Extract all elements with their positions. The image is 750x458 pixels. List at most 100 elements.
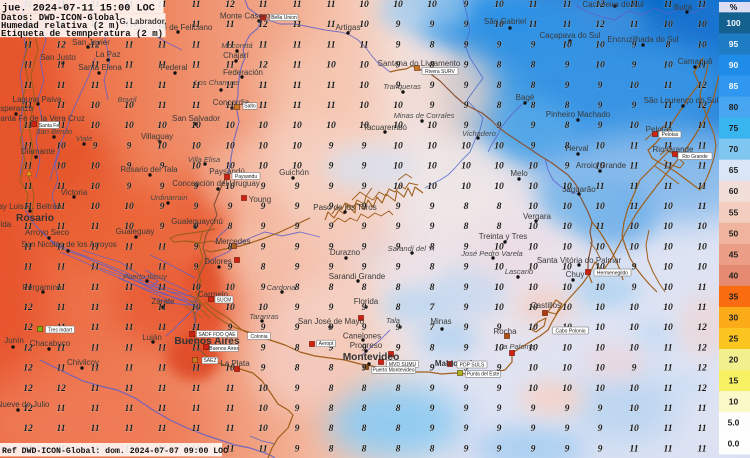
svg-text:Gualeguay: Gualeguay (116, 227, 155, 236)
svg-text:10: 10 (90, 161, 100, 172)
svg-text:11: 11 (191, 363, 200, 374)
svg-text:10: 10 (663, 262, 673, 273)
svg-text:9: 9 (362, 181, 367, 192)
svg-text:Guichón: Guichón (279, 168, 309, 177)
svg-text:9: 9 (295, 383, 300, 394)
svg-text:Melo: Melo (510, 169, 528, 178)
svg-text:11: 11 (56, 181, 65, 192)
svg-text:45: 45 (729, 249, 739, 259)
svg-text:Colonia: Colonia (251, 334, 268, 340)
svg-text:11: 11 (663, 80, 672, 91)
svg-text:9: 9 (362, 161, 367, 172)
svg-text:5.0: 5.0 (728, 418, 740, 428)
svg-text:11: 11 (124, 282, 133, 293)
svg-text:10: 10 (663, 302, 673, 313)
svg-text:11: 11 (663, 443, 672, 454)
svg-text:8: 8 (666, 39, 671, 50)
svg-text:11: 11 (23, 181, 32, 192)
svg-text:10: 10 (427, 120, 437, 131)
svg-text:10: 10 (528, 241, 538, 252)
svg-text:10: 10 (225, 363, 235, 374)
svg-text:Minas de Corrales: Minas de Corrales (394, 111, 455, 120)
svg-text:11: 11 (562, 19, 571, 30)
svg-text:11: 11 (90, 241, 99, 252)
svg-text:10: 10 (528, 342, 538, 353)
svg-text:9: 9 (396, 60, 401, 71)
svg-text:Salto: Salto (244, 104, 256, 110)
svg-text:10: 10 (191, 302, 201, 313)
svg-text:11: 11 (191, 60, 200, 71)
svg-text:11: 11 (663, 363, 672, 374)
svg-text:12: 12 (258, 19, 268, 30)
svg-text:9: 9 (295, 423, 300, 434)
svg-text:10: 10 (528, 201, 538, 212)
svg-text:10: 10 (359, 0, 369, 10)
svg-text:10: 10 (427, 0, 437, 10)
svg-text:12: 12 (23, 403, 33, 414)
svg-text:9: 9 (464, 342, 469, 353)
svg-text:9: 9 (295, 322, 300, 333)
svg-text:La Paz: La Paz (96, 50, 121, 59)
svg-text:11: 11 (23, 100, 32, 111)
svg-text:José Pedro Varela: José Pedro Varela (460, 249, 522, 258)
svg-text:10: 10 (124, 201, 134, 212)
svg-text:9: 9 (497, 39, 502, 50)
svg-text:9: 9 (329, 221, 334, 232)
svg-text:Carmelo: Carmelo (198, 290, 229, 299)
svg-text:SUCM: SUCM (217, 297, 232, 303)
svg-text:10: 10 (595, 201, 605, 212)
svg-text:10: 10 (629, 80, 639, 91)
svg-text:10: 10 (629, 302, 639, 313)
svg-text:10: 10 (528, 161, 538, 172)
svg-text:8: 8 (531, 60, 536, 71)
svg-text:10: 10 (258, 383, 268, 394)
svg-text:Bella Union: Bella Union (271, 15, 297, 21)
svg-text:10: 10 (427, 181, 437, 192)
svg-text:8: 8 (464, 221, 469, 232)
svg-text:11: 11 (663, 423, 672, 434)
svg-text:9: 9 (396, 201, 401, 212)
svg-text:11: 11 (56, 221, 65, 232)
svg-text:Etiqueta de temnperatura (2 m): Etiqueta de temnperatura (2 m) (1, 29, 163, 39)
svg-text:10: 10 (663, 201, 673, 212)
svg-text:10: 10 (225, 181, 235, 192)
svg-text:11: 11 (225, 443, 234, 454)
svg-text:Punta del Este: Punta del Este (467, 372, 500, 378)
svg-text:11: 11 (124, 60, 133, 71)
svg-text:10: 10 (697, 221, 707, 232)
svg-text:50: 50 (729, 228, 739, 238)
svg-text:11: 11 (157, 100, 166, 111)
svg-text:10: 10 (494, 0, 504, 10)
svg-text:Bagé: Bagé (516, 93, 535, 102)
svg-text:10: 10 (393, 0, 403, 10)
svg-text:10: 10 (359, 100, 369, 111)
svg-text:11: 11 (258, 0, 267, 10)
svg-text:Esperanza: Esperanza (0, 104, 34, 113)
svg-text:0.0: 0.0 (728, 439, 740, 449)
svg-text:11: 11 (90, 403, 99, 414)
svg-text:10: 10 (393, 161, 403, 172)
svg-text:10: 10 (461, 181, 471, 192)
svg-text:Paysandú: Paysandú (209, 167, 245, 176)
svg-text:Pinheiro Machado: Pinheiro Machado (546, 110, 611, 119)
svg-text:10: 10 (90, 181, 100, 192)
svg-text:10: 10 (729, 397, 739, 407)
svg-text:10: 10 (562, 241, 572, 252)
svg-text:11: 11 (528, 0, 537, 10)
svg-text:8: 8 (295, 342, 300, 353)
svg-text:11: 11 (697, 201, 706, 212)
svg-text:10: 10 (595, 282, 605, 293)
svg-text:9: 9 (430, 363, 435, 374)
svg-text:Tranqueras: Tranqueras (383, 82, 421, 91)
svg-text:Zárate: Zárate (151, 297, 175, 306)
svg-text:La Paloma: La Paloma (499, 342, 535, 351)
svg-text:40: 40 (729, 270, 739, 280)
svg-text:9: 9 (261, 181, 266, 192)
svg-text:Rio Grande: Rio Grande (682, 154, 708, 160)
svg-text:10: 10 (663, 322, 673, 333)
svg-text:10: 10 (595, 342, 605, 353)
svg-text:11: 11 (56, 282, 65, 293)
svg-text:8: 8 (396, 302, 401, 313)
svg-text:9: 9 (598, 120, 603, 131)
svg-text:11: 11 (326, 39, 335, 50)
